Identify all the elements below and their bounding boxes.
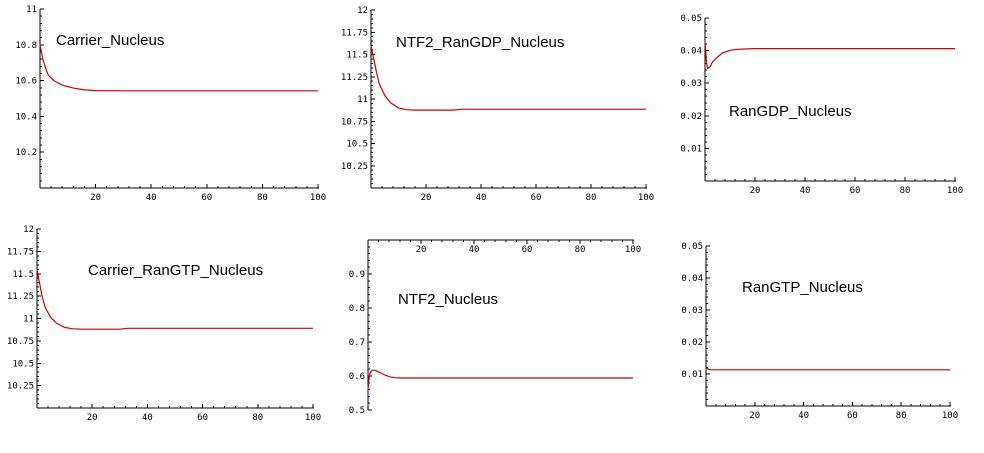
x-tick-label: 20 — [416, 245, 427, 255]
y-tick-label: 11.5 — [346, 51, 368, 61]
x-tick-label: 40 — [146, 193, 157, 203]
y-tick-label: 10.75 — [341, 117, 368, 127]
y-tick-label: 0.05 — [680, 14, 702, 24]
x-tick-label: 100 — [625, 245, 641, 255]
y-tick-label: 0.01 — [680, 144, 702, 154]
x-tick-label: 20 — [90, 193, 101, 203]
y-tick-label: 11.75 — [7, 247, 34, 257]
x-tick-label: 80 — [575, 245, 586, 255]
y-tick-label: 10.5 — [12, 359, 34, 369]
chart-title: Carrier_Nucleus — [56, 32, 164, 49]
chart-title: RanGDP_Nucleus — [729, 103, 852, 120]
chart-panel-3: 20 40 60 80 100 0.01 0.02 0.03 0.04 0.05 RanGDP_Nu… — [680, 14, 963, 196]
y-tick-label: 10.4 — [15, 112, 37, 122]
chart-title: Carrier_RanGTP_Nucleus — [88, 262, 263, 279]
y-tick-label: 12 — [23, 225, 34, 235]
y-tick-label: 10.25 — [7, 382, 34, 392]
x-tick-label: 60 — [201, 193, 212, 203]
y-tick-label: 11 — [23, 315, 34, 325]
x-tick-label: 60 — [531, 193, 542, 203]
y-tick-label: 0.6 — [349, 372, 365, 382]
chart-panel-6: 20 40 60 80 100 0.01 0.02 0.03 0.04 0.05 RanGTP_Nu… — [681, 242, 958, 421]
x-tick-label: 20 — [87, 413, 98, 423]
chart-title: NTF2_RanGDP_Nucleus — [396, 34, 564, 51]
x-tick-label: 80 — [586, 193, 597, 203]
x-tick-label: 80 — [900, 186, 911, 196]
y-tick-label: 0.03 — [680, 79, 702, 89]
series-line — [36, 269, 313, 330]
x-tick-label: 40 — [469, 245, 480, 255]
x-tick-label: 100 — [305, 413, 321, 423]
x-tick-label: 60 — [522, 245, 533, 255]
y-tick-label: 11.5 — [12, 270, 34, 280]
y-tick-label: 11 — [357, 95, 368, 105]
y-tick-label: 10.75 — [7, 337, 34, 347]
y-tick-label: 0.04 — [681, 274, 703, 284]
x-tick-label: 80 — [896, 411, 907, 421]
y-tick-label: 0.5 — [349, 406, 365, 416]
x-tick-label: 60 — [847, 411, 858, 421]
x-tick-label: 40 — [476, 193, 487, 203]
chart-panel-4: 20 40 60 80 100 10.25 10.5 10.75 11 11.25 11.5 11.7… — [7, 225, 321, 423]
chart-title: NTF2_Nucleus — [398, 291, 498, 308]
x-tick-label: 40 — [142, 413, 153, 423]
y-tick-label: 0.9 — [349, 270, 365, 280]
y-tick-label: 10.25 — [341, 162, 368, 172]
y-tick-label: 11 — [26, 5, 37, 15]
y-tick-label: 0.02 — [681, 338, 703, 348]
x-tick-label: 80 — [252, 413, 263, 423]
chart-panel-2: 20 40 60 80 100 10.25 10.5 10.75 11 11.25 11.5 11.7… — [341, 6, 654, 203]
y-tick-label: 0.8 — [349, 304, 365, 314]
x-tick-label: 20 — [749, 411, 760, 421]
x-tick-label: 40 — [800, 186, 811, 196]
y-tick-label: 10.6 — [15, 77, 37, 87]
chart-panel-5: 20 40 60 80 100 0.5 0.6 0.7 0.8 0.9 NTF2_Nucleus — [349, 239, 641, 416]
y-tick-label: 0.02 — [680, 112, 702, 122]
y-tick-label: 0.7 — [349, 338, 365, 348]
y-tick-label: 0.04 — [680, 47, 702, 57]
chart-title: RanGTP_Nucleus — [742, 279, 863, 296]
y-tick-label: 12 — [357, 6, 368, 16]
series-line — [705, 367, 950, 371]
x-tick-label: 60 — [197, 413, 208, 423]
y-tick-label: 0.01 — [681, 370, 703, 380]
x-tick-label: 80 — [257, 193, 268, 203]
x-tick-label: 100 — [942, 411, 958, 421]
series-line — [39, 44, 318, 92]
x-tick-label: 100 — [638, 193, 654, 203]
x-tick-label: 100 — [310, 193, 326, 203]
y-tick-label: 10.5 — [346, 140, 368, 150]
y-tick-label: 10.8 — [15, 41, 37, 51]
series-line — [367, 369, 633, 390]
x-tick-label: 40 — [798, 411, 809, 421]
x-tick-label: 100 — [947, 186, 963, 196]
x-tick-label: 20 — [421, 193, 432, 203]
x-tick-label: 20 — [750, 186, 761, 196]
y-tick-label: 11.25 — [341, 73, 368, 83]
chart-panel-1: 20 40 60 80 100 10.2 10.4 10.6 10.8 11 Carrier_Nuc… — [15, 5, 326, 203]
series-line — [370, 45, 646, 111]
y-tick-label: 10.2 — [15, 148, 37, 158]
y-tick-label: 11.25 — [7, 292, 34, 302]
y-tick-label: 0.03 — [681, 306, 703, 316]
y-tick-label: 0.05 — [681, 242, 703, 252]
series-line — [704, 40, 955, 70]
y-tick-label: 11.75 — [341, 28, 368, 38]
x-tick-label: 60 — [850, 186, 861, 196]
